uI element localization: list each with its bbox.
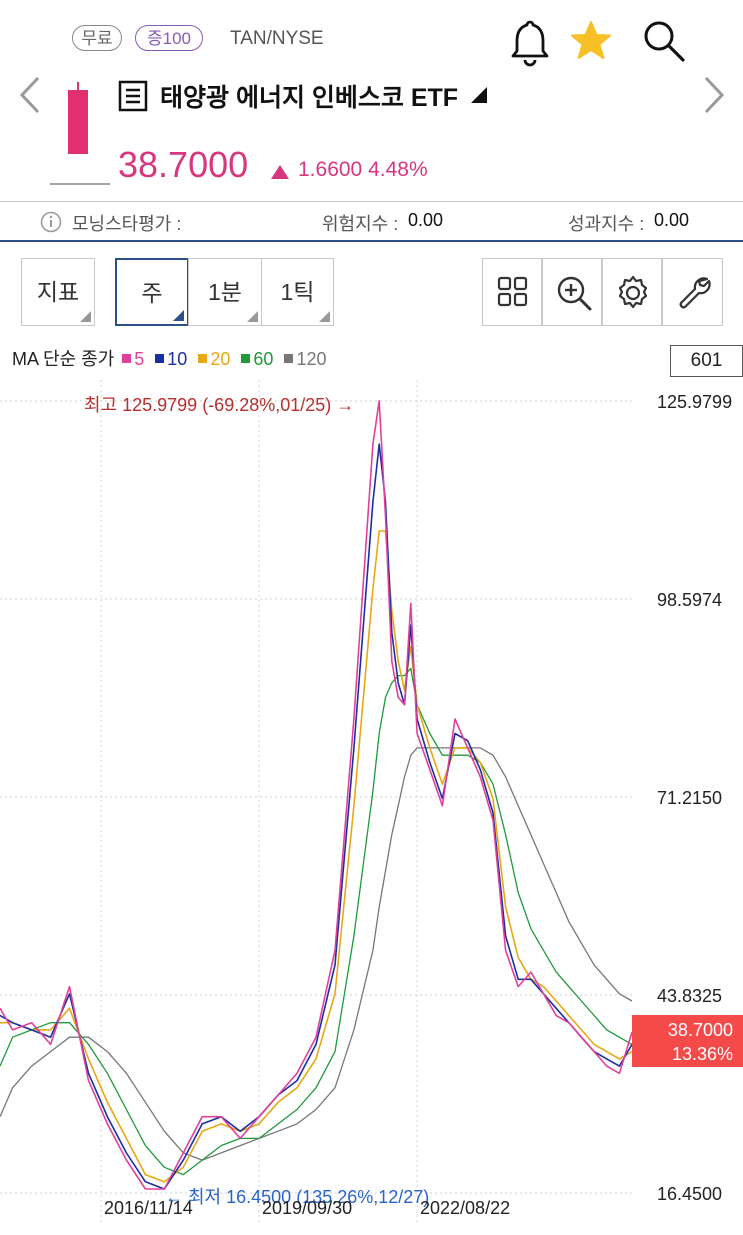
ticker-label: TAN/NYSE	[230, 28, 324, 49]
tab-1min[interactable]: 1분	[188, 258, 262, 326]
legend-prefix: MA 단순 종가	[12, 349, 115, 369]
legend-item-ma20: 20	[198, 349, 233, 369]
price-change: 1.6600 4.48%	[298, 158, 428, 182]
layout-grid-button[interactable]	[482, 258, 542, 326]
series-line-ma5	[0, 400, 633, 1190]
performance-index-value: 0.00	[654, 210, 690, 230]
series-line-ma20	[0, 530, 633, 1183]
grid-icon	[497, 276, 528, 307]
tab-1tick-label: 1틱	[280, 279, 315, 305]
risk-index-label: 위험지수 :	[322, 214, 399, 234]
series-line-ma10	[0, 443, 633, 1190]
x-tick-label: 2016/11/14	[104, 1198, 193, 1218]
bell-icon[interactable]	[505, 14, 555, 68]
search-icon[interactable]	[638, 14, 688, 68]
chart-series	[0, 400, 633, 1190]
y-tick-label: 98.5974	[657, 590, 723, 610]
x-tick-label: 2022/08/22	[420, 1198, 511, 1218]
price-chart[interactable]	[0, 380, 743, 1235]
x-tick-label: 2019/09/30	[262, 1198, 353, 1218]
current-price-tag: 38.7000 13.36%	[632, 1015, 743, 1067]
y-tick-label: 125.9799	[657, 392, 733, 412]
morningstar-rating-label: 모닝스타평가 :	[72, 214, 182, 234]
y-tick-label: 43.8325	[657, 986, 723, 1006]
chevron-right-icon[interactable]	[698, 72, 730, 118]
tab-1tick[interactable]: 1틱	[261, 258, 334, 326]
low-annotation: ← 최저 16.4500 (135.26%,12/27)	[165, 1187, 430, 1207]
legend-item-ma60: 60	[241, 349, 276, 369]
instrument-title[interactable]: 태양광 에너지 인베스코 ETF	[160, 84, 459, 112]
info-icon[interactable]	[40, 211, 62, 238]
chart-grid	[0, 380, 632, 1223]
zoom-in-icon	[557, 276, 592, 311]
legend-item-ma10: 10	[155, 349, 190, 369]
chevron-left-icon[interactable]	[14, 72, 46, 118]
list-icon[interactable]	[118, 80, 148, 112]
bar-count-box[interactable]: 601	[670, 345, 743, 377]
series-line-ma60	[0, 667, 633, 1176]
risk-index-value: 0.00	[408, 210, 444, 230]
settings-button[interactable]	[602, 258, 662, 326]
up-triangle-icon	[271, 165, 289, 184]
tools-button[interactable]	[662, 258, 723, 326]
change-value: 1.6600	[298, 158, 363, 181]
zoom-button[interactable]	[542, 258, 602, 326]
free-badge: 무료	[72, 25, 122, 51]
legend-item-ma120: 120	[284, 349, 329, 369]
gear-icon	[618, 275, 648, 309]
indicator-label: 지표	[36, 279, 80, 305]
tab-weekly[interactable]: 주	[115, 258, 189, 326]
price-tag-value: 38.7000	[667, 1020, 733, 1040]
legend-item-ma5: 5	[122, 349, 147, 369]
high-annotation: 최고 125.9799 (-69.28%,01/25) →	[84, 395, 355, 415]
tab-weekly-label: 주	[141, 280, 163, 306]
performance-index-label: 성과지수 :	[568, 214, 645, 234]
title-dropdown-icon[interactable]	[470, 86, 488, 109]
wrench-icon	[679, 277, 711, 309]
price-tag-percent: 13.36%	[671, 1044, 733, 1064]
star-icon[interactable]	[566, 14, 616, 68]
y-tick-label: 16.4500	[657, 1184, 723, 1204]
indicator-button[interactable]: 지표	[21, 258, 95, 326]
y-tick-label: 71.2150	[657, 788, 723, 808]
change-percent: 4.48%	[368, 158, 428, 181]
ma-legend: MA 단순 종가 5 10 20 60 120	[12, 345, 332, 371]
tab-1min-label: 1분	[208, 279, 242, 305]
series-line-ma120	[0, 747, 633, 1161]
mini-candle-icon	[48, 80, 112, 190]
margin-badge: 증100	[135, 25, 203, 51]
current-price: 38.7000	[118, 144, 249, 185]
